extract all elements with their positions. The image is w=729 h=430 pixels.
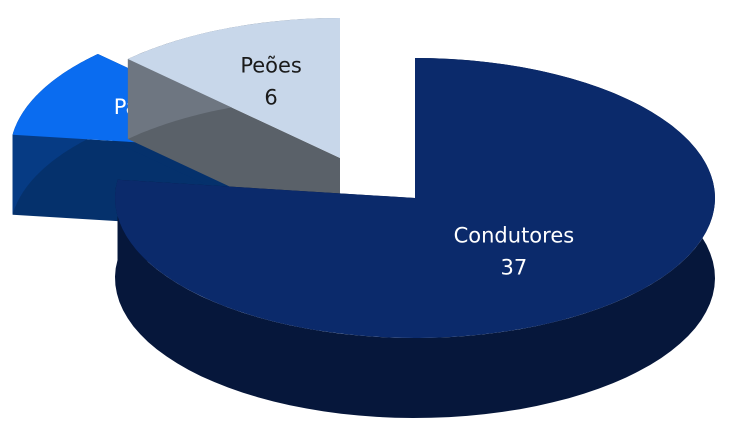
slice-label: Condutores [454,224,575,248]
slice-value: 6 [264,85,277,109]
slice-group: Peões 6 [127,18,341,238]
slice [115,58,716,338]
slice-label: Peões [240,53,302,77]
slice-value: 37 [501,256,528,280]
slice-group: Condutores 37 [115,58,716,418]
slice [127,18,341,158]
